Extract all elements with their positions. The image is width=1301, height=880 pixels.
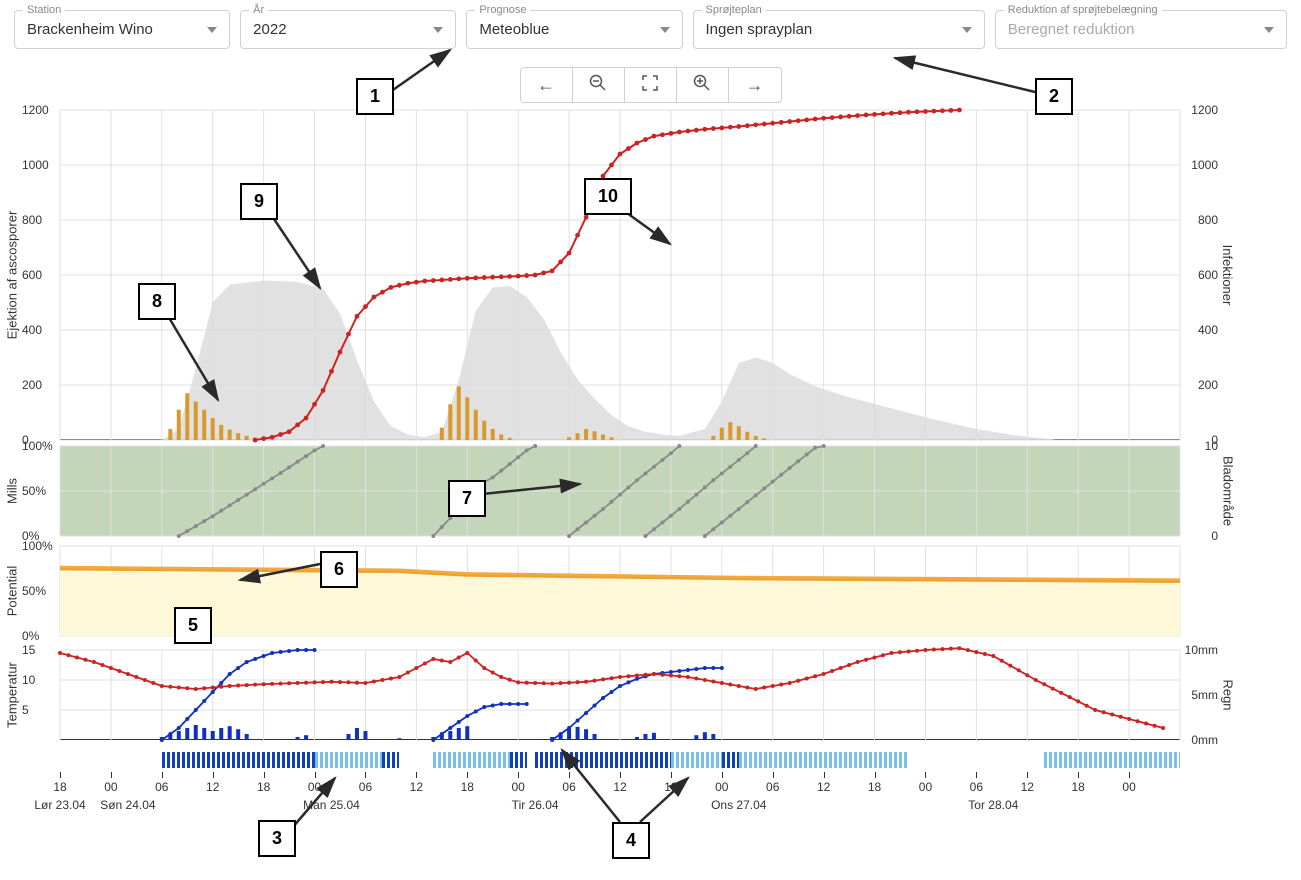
sprayplan-dropdown[interactable]: Sprøjteplan Ingen sprayplan <box>693 10 985 49</box>
filter-bar: Station Brackenheim Wino År 2022 Prognos… <box>0 0 1301 59</box>
callout-7: 7 <box>448 480 486 517</box>
temp-rain-panel: Temperatur Regn 510150mm5mm10mm <box>60 650 1180 740</box>
potential-panel: Potential 0%50%100% <box>60 546 1180 636</box>
sprayplan-value: Ingen sprayplan <box>706 21 813 38</box>
callout-9: 9 <box>240 183 278 220</box>
callout-5: 5 <box>174 607 212 644</box>
reduction-value: Beregnet reduktion <box>1008 21 1135 38</box>
zoom-out-button[interactable] <box>573 68 625 102</box>
callout-4: 4 <box>612 822 650 859</box>
callout-10: 10 <box>584 178 632 215</box>
prognose-label: Prognose <box>475 4 530 16</box>
chart-toolbar: ← → <box>0 67 1301 103</box>
prognose-value: Meteoblue <box>479 21 549 38</box>
year-dropdown[interactable]: År 2022 <box>240 10 456 49</box>
chevron-down-icon <box>207 27 217 33</box>
year-label: År <box>249 4 268 16</box>
callout-1: 1 <box>356 78 394 115</box>
chevron-down-icon <box>660 27 670 33</box>
chart-area: Ejektion af ascosporer Infektioner 02004… <box>60 110 1240 812</box>
panel1-y-right-label: Infektioner <box>1221 244 1236 305</box>
sprayplan-label: Sprøjteplan <box>702 4 766 16</box>
station-value: Brackenheim Wino <box>27 21 153 38</box>
callout-8: 8 <box>138 283 176 320</box>
mills-panel: Mills Bladområde 0%50%100%010 <box>60 446 1180 536</box>
prognose-dropdown[interactable]: Prognose Meteoblue <box>466 10 682 49</box>
panel2-y-left-label: Mills <box>5 478 20 504</box>
panel3-y-left-label: Potential <box>5 565 20 616</box>
reduction-dropdown: Reduktion af sprøjtebelægning Beregnet r… <box>995 10 1287 49</box>
fullscreen-button[interactable] <box>625 68 677 102</box>
time-axis: 1800061218000612180006121800061218000612… <box>60 772 1180 812</box>
ascospore-infection-panel: Ejektion af ascosporer Infektioner 02004… <box>60 110 1180 440</box>
callout-3: 3 <box>258 820 296 857</box>
callout-6: 6 <box>320 551 358 588</box>
fullscreen-icon <box>642 75 658 96</box>
station-dropdown[interactable]: Station Brackenheim Wino <box>14 10 230 49</box>
chevron-down-icon <box>433 27 443 33</box>
chevron-down-icon <box>962 27 972 33</box>
zoom-in-button[interactable] <box>677 68 729 102</box>
next-button[interactable]: → <box>729 68 781 102</box>
panel4-y-right-label: Regn <box>1221 679 1236 710</box>
arrow-left-icon: ← <box>537 75 555 96</box>
panel4-y-left-label: Temperatur <box>5 662 20 728</box>
panel1-y-left-label: Ejektion af ascosporer <box>5 210 20 339</box>
panel2-y-right-label: Bladområde <box>1221 455 1236 525</box>
chevron-down-icon <box>1264 27 1274 33</box>
zoom-in-icon <box>693 74 711 97</box>
prev-button[interactable]: ← <box>521 68 573 102</box>
year-value: 2022 <box>253 21 286 38</box>
arrow-right-icon: → <box>746 75 764 96</box>
zoom-out-icon <box>589 74 607 97</box>
callout-2: 2 <box>1035 78 1073 115</box>
reduction-label: Reduktion af sprøjtebelægning <box>1004 4 1162 16</box>
station-label: Station <box>23 4 65 16</box>
leafwet-strip <box>60 752 1180 768</box>
